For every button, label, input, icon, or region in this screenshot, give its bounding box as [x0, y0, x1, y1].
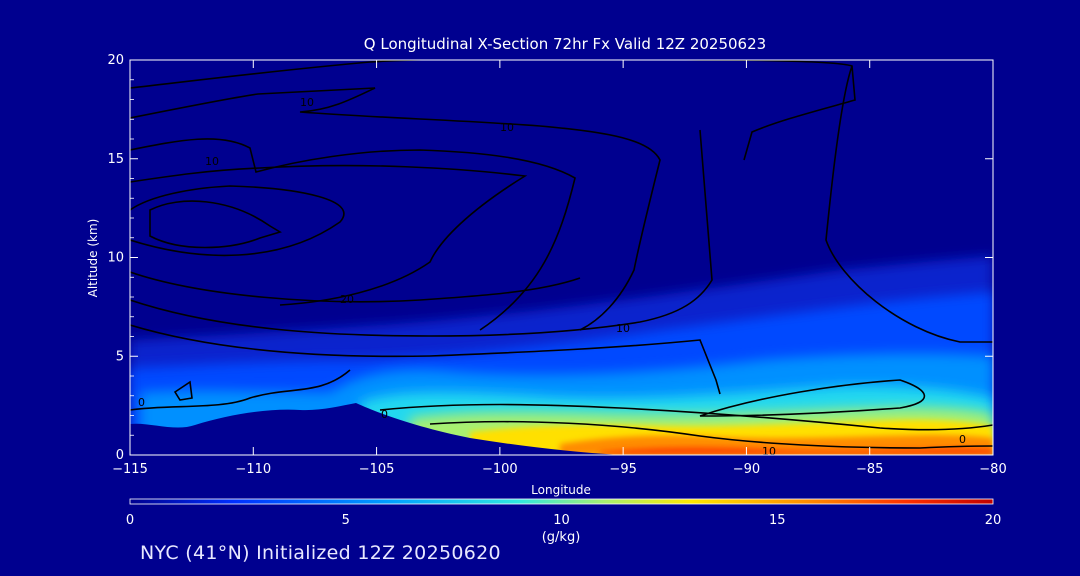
x-axis: −115 −110 −105 −100 −95 −90 −85 −80 [112, 60, 1007, 477]
moisture-band-red [600, 447, 993, 455]
colorbar-tick-label: 15 [769, 513, 786, 528]
y-axis-label: Altitude (km) [86, 219, 100, 298]
contour-lines [130, 60, 993, 449]
contour-label: 10 [616, 322, 630, 335]
contour-line [379, 403, 993, 431]
contour-label: 10 [500, 121, 514, 134]
contour-line [130, 324, 721, 395]
contour-line [130, 129, 713, 337]
contour-label: 10 [300, 96, 314, 109]
x-tick-label: −90 [733, 462, 760, 477]
x-tick-label: −105 [359, 462, 395, 477]
contour-line [149, 200, 282, 249]
contour-line [130, 369, 351, 411]
y-tick-label: 0 [116, 448, 124, 463]
colorbar [129, 498, 994, 505]
y-tick-label: 20 [107, 53, 124, 68]
colorbar-tick-label: 10 [553, 513, 570, 528]
contour-line [130, 138, 576, 331]
plot-area: 10 10 10 20 10 0 0 0 10 [130, 60, 993, 458]
colorbar-tick-label: 20 [985, 513, 1002, 528]
terrain [130, 403, 620, 455]
contour-label: 0 [138, 396, 145, 409]
x-tick-label: −85 [856, 462, 883, 477]
contour-label: 0 [381, 408, 388, 421]
y-tick-label: 15 [107, 152, 124, 167]
colorbar-ticks: 0 5 10 15 20 [126, 513, 1001, 528]
init-footer: NYC (41°N) Initialized 12Z 20250620 [140, 542, 501, 564]
x-tick-label: −95 [609, 462, 636, 477]
contour-label: 10 [762, 445, 776, 458]
contour-line [825, 65, 993, 343]
contour-line [429, 420, 993, 449]
x-tick-label: −115 [112, 462, 148, 477]
contour-line [173, 380, 193, 401]
y-axis: 0 5 10 15 20 [107, 53, 993, 463]
contour-label: 10 [205, 155, 219, 168]
contour-label: 20 [340, 293, 354, 306]
y-tick-label: 5 [116, 349, 124, 364]
x-tick-label: −80 [979, 462, 1006, 477]
colorbar-tick-label: 5 [342, 513, 350, 528]
colorbar-label: (g/kg) [542, 530, 581, 545]
contour-line [130, 185, 345, 257]
contour-line [699, 379, 926, 417]
contour-labels: 10 10 10 20 10 0 0 0 10 [138, 96, 966, 458]
contour-line [130, 164, 528, 306]
contour-line [130, 87, 661, 331]
y-tick-label: 10 [107, 251, 124, 266]
x-tick-label: −100 [482, 462, 518, 477]
contour-line [130, 271, 581, 303]
x-tick-label: −110 [235, 462, 271, 477]
colorbar-tick-label: 0 [126, 513, 134, 528]
contour-label: 0 [959, 433, 966, 446]
x-axis-label: Longitude [531, 483, 591, 497]
contour-line [130, 60, 856, 161]
chart-title: Q Longitudinal X-Section 72hr Fx Valid 1… [364, 35, 766, 53]
